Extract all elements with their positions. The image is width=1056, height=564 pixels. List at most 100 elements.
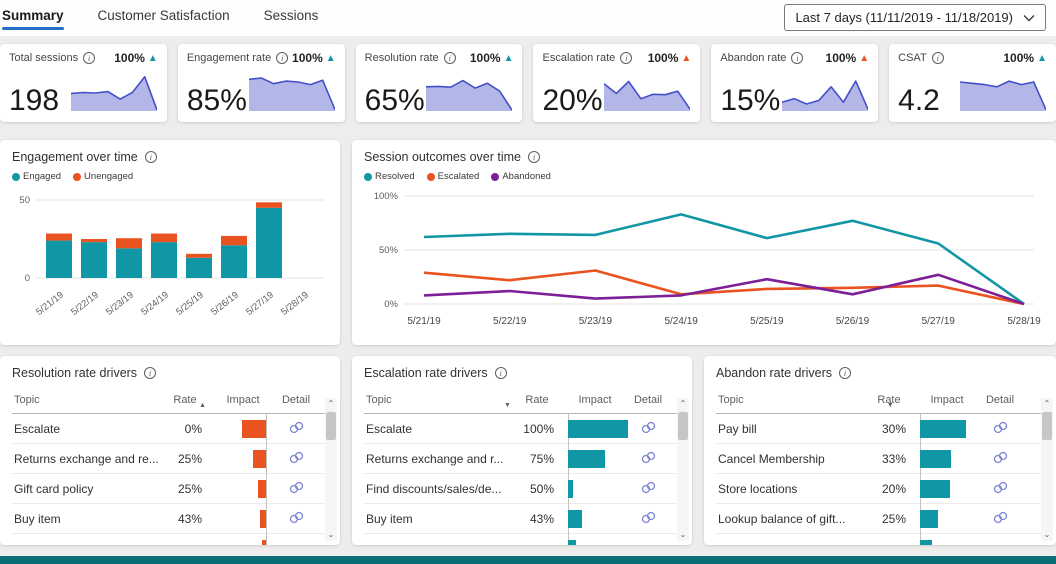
kpi-value: 65% [364,84,425,117]
column-header-detail[interactable]: Detail [633,393,663,406]
info-icon[interactable]: i [144,151,157,163]
bar-segment-engaged [116,248,142,278]
impact-axis-line [920,414,921,545]
rate-cell: 20% [881,481,906,496]
detail-view-icon[interactable] [640,481,657,494]
x-tick-label: 5/22/19 [493,316,527,327]
legend-dot [426,172,435,181]
sparkline-area [959,81,1046,111]
kpi-value: 4.2 [898,84,940,117]
column-header-rate[interactable]: Rate ▲ [173,393,206,409]
trend-up-icon: ▲ [859,52,870,64]
column-header-rate[interactable]: Rate ▼ [877,393,901,409]
impact-bar [568,450,605,468]
tab-summary[interactable]: Summary [2,8,64,32]
column-header-rate[interactable]: Rate ▼ [504,393,549,409]
sparkline-area [426,80,513,111]
legend-item-abandoned[interactable]: Abandoned [491,171,551,182]
detail-view-icon[interactable] [640,451,657,464]
info-icon[interactable]: i [443,52,456,64]
x-tick-label: 5/21/19 [34,290,66,318]
info-icon[interactable]: i [144,367,157,379]
column-header-topic[interactable]: Topic [718,393,744,406]
column-header-topic[interactable]: Topic [366,393,392,406]
rate-cell: 25% [177,451,202,466]
info-icon[interactable]: i [83,52,96,64]
sparkline-line [426,79,513,111]
column-header-impact[interactable]: Impact [226,393,260,406]
sparkline-line [70,75,157,111]
info-icon[interactable]: i [528,151,541,163]
column-header-topic[interactable]: Topic [14,393,40,406]
abandon-rate-drivers-card: Abandon rate drivers i Topic Rate ▼ Impac… [704,356,1056,545]
escalation-rate-drivers-card: Escalation rate drivers i Topic Rate ▼ Im… [352,356,692,545]
x-tick-label: 5/27/19 [244,290,276,318]
scroll-down-icon[interactable]: ⌄ [1043,530,1051,539]
detail-view-icon[interactable] [288,481,305,494]
info-icon[interactable]: i [791,52,804,64]
date-range-dropdown[interactable]: Last 7 days (11/11/2019 - 11/18/2019) [784,4,1046,31]
kpi-header: CSAT i 100% ▲ [898,51,1047,65]
detail-view-icon[interactable] [992,421,1009,434]
sparkline-line [248,77,335,111]
info-icon[interactable]: i [494,367,507,379]
table-scrollbar[interactable]: ⌃ ⌄ [325,398,337,541]
detail-view-icon[interactable] [640,511,657,524]
kpi-label: Abandon rate [720,52,787,64]
impact-axis-line [266,414,267,545]
scroll-up-icon[interactable]: ⌃ [327,399,335,408]
table-scrollbar[interactable]: ⌃ ⌄ [1041,398,1053,541]
scrollbar-thumb[interactable] [1042,412,1052,440]
scroll-up-icon[interactable]: ⌃ [1043,399,1051,408]
impact-bar [262,540,266,545]
impact-bar [920,540,932,545]
legend-dot [12,172,20,181]
rate-cell: 0% [184,421,202,436]
impact-bar [568,480,573,498]
legend-item-unengaged[interactable]: Unengaged [73,171,133,182]
detail-view-icon[interactable] [288,511,305,524]
kpi-header: Resolution rate i 100% ▲ [365,51,514,65]
scrollbar-thumb[interactable] [678,412,688,440]
chart-legend: Resolved Escalated Abandoned [364,171,1044,182]
info-icon[interactable]: i [276,52,289,64]
table-body: Pay bill 30% Cancel Membership 33% Store [716,414,1044,545]
table-row: Store locations 20% [716,474,1044,504]
scrollbar-thumb[interactable] [326,412,336,440]
info-icon[interactable]: i [620,52,633,64]
legend-item-escalated[interactable]: Escalated [426,171,479,182]
kpi-sparkline [604,80,691,111]
info-icon[interactable]: i [839,367,852,379]
table-title: Abandon rate drivers i [716,366,1044,380]
legend-item-resolved[interactable]: Resolved [364,171,415,182]
scroll-down-icon[interactable]: ⌄ [327,530,335,539]
y-tick-label: 100% [374,191,399,202]
detail-view-icon[interactable] [992,451,1009,464]
tab-customer-satisfaction[interactable]: Customer Satisfaction [97,8,230,23]
table-scrollbar[interactable]: ⌃ ⌄ [677,398,689,541]
column-header-detail[interactable]: Detail [985,393,1015,406]
bar-segment-unengaged [151,233,177,243]
bar-segment-engaged [151,242,177,278]
scroll-up-icon[interactable]: ⌃ [679,399,687,408]
table-row [12,534,328,545]
detail-view-icon[interactable] [288,451,305,464]
column-header-detail[interactable]: Detail [281,393,311,406]
info-icon[interactable]: i [931,52,944,64]
impact-bar [920,510,938,528]
table-title: Escalation rate drivers i [364,366,680,380]
chart-title-text: Session outcomes over time [364,150,522,164]
detail-view-icon[interactable] [640,421,657,434]
kpi-value: 85% [186,84,247,117]
detail-view-icon[interactable] [992,511,1009,524]
column-header-impact[interactable]: Impact [578,393,612,406]
table-title: Resolution rate drivers i [12,366,328,380]
legend-item-engaged[interactable]: Engaged [12,171,61,182]
kpi-card-csat: CSAT i 100% ▲ 4.2 [889,44,1056,122]
rate-cell: 50% [529,481,554,496]
detail-view-icon[interactable] [288,421,305,434]
column-header-impact[interactable]: Impact [930,393,964,406]
tab-sessions[interactable]: Sessions [263,8,319,23]
scroll-down-icon[interactable]: ⌄ [679,530,687,539]
detail-view-icon[interactable] [992,481,1009,494]
